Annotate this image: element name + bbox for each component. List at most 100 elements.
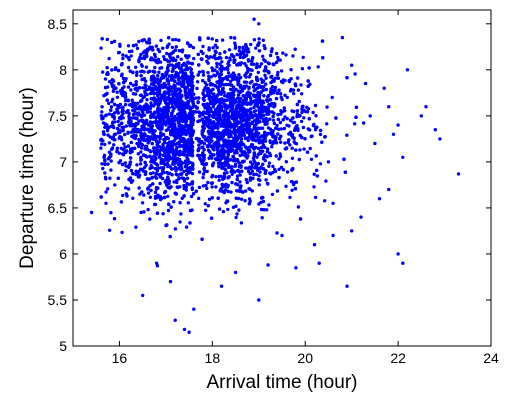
scatter-point: [145, 88, 149, 92]
scatter-point: [209, 75, 214, 79]
scatter-point: [165, 113, 169, 117]
scatter-point: [181, 106, 186, 111]
scatter-point: [134, 86, 138, 91]
scatter-point: [359, 215, 363, 219]
scatter-point: [237, 161, 242, 165]
scatter-point: [263, 73, 267, 78]
scatter-point: [167, 156, 171, 161]
scatter-point: [223, 140, 227, 145]
scatter-point: [123, 98, 128, 103]
scatter-point: [172, 83, 176, 87]
scatter-point: [245, 92, 249, 96]
scatter-point: [216, 146, 220, 150]
scatter-point: [377, 197, 382, 201]
scatter-point: [313, 195, 318, 200]
scatter-point: [158, 149, 162, 153]
scatter-point: [225, 132, 229, 136]
scatter-point: [153, 202, 158, 207]
scatter-point: [162, 141, 167, 145]
scatter-point: [292, 91, 296, 96]
scatter-point: [307, 117, 311, 121]
scatter-point: [143, 120, 147, 125]
scatter-point: [190, 84, 194, 88]
scatter-point: [227, 117, 231, 121]
scatter-point: [175, 180, 179, 185]
scatter-point: [209, 109, 213, 113]
scatter-point: [224, 158, 229, 163]
scatter-point: [99, 138, 103, 142]
scatter-point: [226, 189, 230, 194]
scatter-point: [184, 73, 188, 78]
scatter-point: [116, 51, 121, 55]
scatter-point: [248, 72, 253, 77]
scatter-point: [172, 100, 177, 104]
scatter-point: [236, 169, 240, 173]
scatter-point: [188, 221, 192, 225]
scatter-point: [215, 72, 220, 76]
scatter-point: [282, 126, 287, 131]
scatter-point: [267, 61, 271, 66]
scatter-point: [202, 148, 206, 152]
scatter-point: [107, 80, 112, 84]
scatter-point: [242, 80, 247, 84]
scatter-point: [166, 171, 170, 175]
scatter-point: [211, 46, 215, 50]
scatter-point: [260, 196, 264, 200]
scatter-point: [225, 65, 230, 70]
scatter-point: [164, 150, 168, 154]
scatter-point: [152, 120, 156, 125]
scatter-point: [159, 159, 163, 163]
scatter-point: [247, 116, 251, 120]
scatter-point: [175, 152, 180, 156]
scatter-point: [249, 135, 253, 139]
scatter-point: [186, 201, 190, 205]
scatter-point: [215, 45, 219, 50]
scatter-point: [247, 75, 251, 79]
scatter-point: [292, 136, 296, 140]
scatter-point: [150, 176, 154, 180]
scatter-point: [105, 72, 109, 76]
scatter-point: [210, 139, 214, 143]
scatter-point: [149, 164, 153, 168]
scatter-point: [191, 75, 195, 79]
scatter-point: [139, 69, 143, 74]
scatter-point: [138, 105, 142, 109]
scatter-point: [177, 76, 181, 81]
scatter-point: [178, 201, 182, 205]
scatter-point: [292, 140, 296, 144]
scatter-point: [250, 189, 254, 193]
scatter-point: [350, 63, 354, 67]
scatter-point: [240, 89, 245, 93]
scatter-point: [135, 112, 139, 116]
scatter-point: [197, 143, 201, 147]
scatter-point: [262, 208, 266, 212]
scatter-point: [248, 176, 253, 180]
scatter-point: [318, 128, 323, 133]
scatter-point: [234, 149, 238, 153]
scatter-point: [167, 82, 171, 86]
scatter-point: [177, 81, 181, 85]
scatter-point: [164, 178, 168, 183]
scatter-point: [205, 54, 209, 58]
scatter-point: [264, 169, 268, 173]
scatter-point: [154, 172, 158, 176]
scatter-point: [247, 197, 252, 201]
scatter-point: [314, 154, 318, 158]
scatter-point: [210, 156, 214, 160]
scatter-point: [152, 92, 156, 96]
scatter-point: [238, 153, 242, 158]
scatter-point: [259, 77, 263, 81]
scatter-point: [159, 38, 163, 43]
scatter-point: [147, 37, 151, 41]
scatter-point: [268, 98, 272, 102]
scatter-point: [303, 137, 307, 141]
scatter-point: [279, 140, 283, 144]
scatter-point: [171, 50, 175, 54]
scatter-point: [396, 252, 400, 256]
scatter-point: [185, 85, 189, 90]
scatter-point: [174, 92, 179, 97]
scatter-point: [166, 208, 171, 213]
scatter-point: [105, 128, 110, 133]
scatter-point: [167, 36, 171, 40]
scatter-point: [172, 134, 176, 138]
